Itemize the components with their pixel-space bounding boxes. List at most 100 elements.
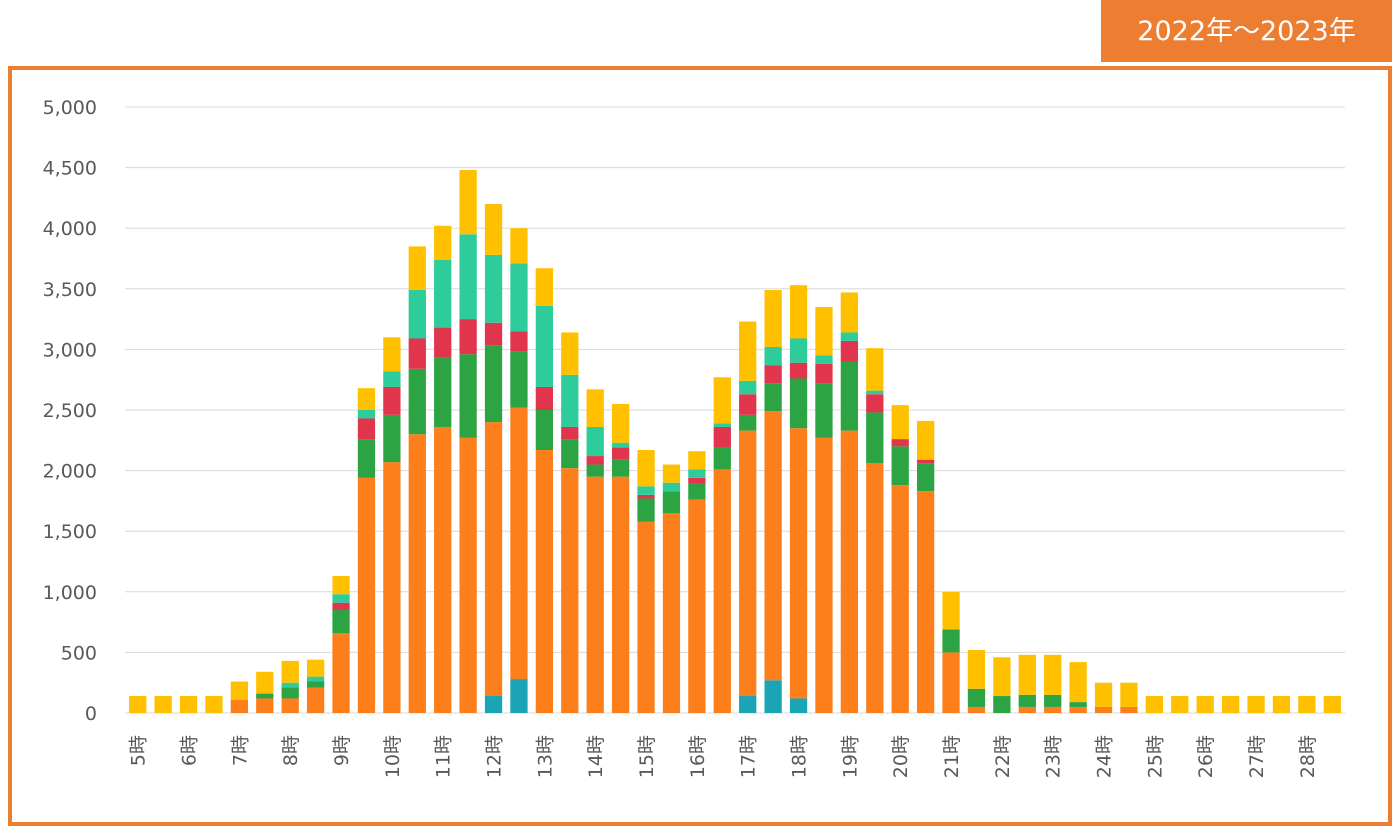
y-tick-label: 1,500: [43, 521, 97, 543]
bar-segment: [942, 629, 960, 653]
bar-segment: [739, 414, 757, 431]
bar-segment: [789, 362, 808, 379]
bar-segment: [586, 456, 604, 465]
bar-segment: [637, 494, 655, 499]
bar-segment: [281, 682, 299, 688]
bar-segment: [484, 254, 503, 323]
bar-segment: [764, 365, 782, 384]
bar-segment: [561, 439, 579, 469]
bar-segment: [205, 696, 223, 713]
bar-segment: [764, 346, 782, 366]
bar-segment: [916, 463, 935, 492]
bar-segment: [764, 411, 782, 681]
bar-segment: [789, 698, 808, 713]
bar-segment: [408, 368, 426, 435]
bar-segment: [383, 337, 401, 372]
bar-segment: [484, 422, 503, 697]
bar-segment: [942, 591, 960, 630]
bar-segment: [866, 390, 884, 395]
bar-segment: [789, 378, 808, 429]
bar-segment: [764, 290, 782, 347]
x-tick-label: 27時: [1246, 735, 1268, 778]
bar-segment: [713, 447, 731, 470]
bar-segment: [993, 696, 1011, 713]
bar-segment: [459, 437, 477, 713]
bar-segment: [1323, 696, 1341, 713]
bar-segment: [256, 698, 274, 713]
bar-segment: [1069, 702, 1087, 707]
bar-segment: [1069, 706, 1087, 713]
bar-segment: [739, 380, 757, 395]
bar-segment: [1094, 706, 1113, 713]
bar-segment: [739, 321, 757, 381]
bar-segment: [383, 371, 401, 387]
bar-segment: [713, 426, 731, 448]
bar-segment: [1094, 682, 1113, 707]
x-tick-label: 5時: [128, 735, 150, 766]
bar-segment: [1145, 696, 1164, 713]
bar-segment: [434, 357, 452, 427]
bar-segment: [764, 680, 782, 713]
bar-segment: [510, 263, 528, 332]
bar-segment: [154, 696, 172, 713]
bar-segment: [688, 477, 706, 484]
x-tick-label: 9時: [331, 735, 353, 766]
x-tick-label: 7時: [229, 735, 251, 766]
bar-segment: [510, 351, 528, 408]
bar-segment: [840, 430, 859, 713]
bar-segment: [739, 394, 757, 415]
y-tick-label: 3,500: [43, 279, 97, 301]
bar-segment: [1196, 696, 1214, 713]
bar-segment: [484, 345, 503, 423]
bar-segment: [332, 609, 350, 634]
chart-frame: [8, 66, 1392, 826]
bar-segment: [840, 340, 859, 362]
bar-segment: [993, 657, 1011, 697]
bar-segment: [866, 348, 884, 391]
bar-segment: [739, 696, 757, 713]
y-tick-label: 2,500: [43, 400, 97, 422]
bar-segment: [484, 322, 503, 346]
bar-segment: [713, 469, 731, 713]
bar-segment: [357, 388, 376, 410]
bar-segment: [383, 386, 401, 415]
bar-segment: [129, 696, 147, 713]
bar-segment: [967, 688, 986, 707]
bar-segment: [942, 652, 960, 713]
bar-segment: [611, 403, 630, 443]
bar-segment: [840, 332, 859, 341]
bar-segment: [408, 290, 426, 339]
bar-segment: [713, 377, 731, 424]
bar-segment: [1120, 706, 1138, 713]
bar-segment: [510, 407, 528, 680]
x-tick-label: 8時: [280, 735, 302, 766]
x-tick-label: 28時: [1297, 735, 1319, 778]
bar-segment: [230, 699, 249, 713]
bar-segment: [662, 464, 681, 483]
x-tick-label: 6時: [179, 735, 201, 766]
bar-segment: [1018, 694, 1036, 707]
bar-segment: [688, 483, 706, 500]
bar-segment: [688, 499, 706, 713]
x-tick-label: 17時: [738, 735, 760, 778]
bar-segment: [1298, 696, 1316, 713]
x-tick-label: 24時: [1094, 735, 1116, 778]
bar-segment: [459, 354, 477, 438]
bar-segment: [306, 687, 325, 713]
bar-segment: [891, 485, 909, 713]
bar-segment: [866, 463, 884, 713]
bar-segment: [713, 423, 731, 427]
bar-segment: [815, 363, 833, 384]
bar-segment: [230, 681, 249, 700]
bar-segment: [611, 442, 630, 448]
bar-segment: [662, 482, 681, 492]
bar-segment: [891, 439, 909, 447]
period-badge: 2022年～2023年: [1101, 0, 1392, 62]
bar-segment: [739, 430, 757, 697]
y-tick-label: 500: [61, 642, 97, 664]
x-tick-label: 20時: [890, 735, 912, 778]
bar-segment: [535, 449, 554, 713]
bar-segment: [408, 338, 426, 369]
